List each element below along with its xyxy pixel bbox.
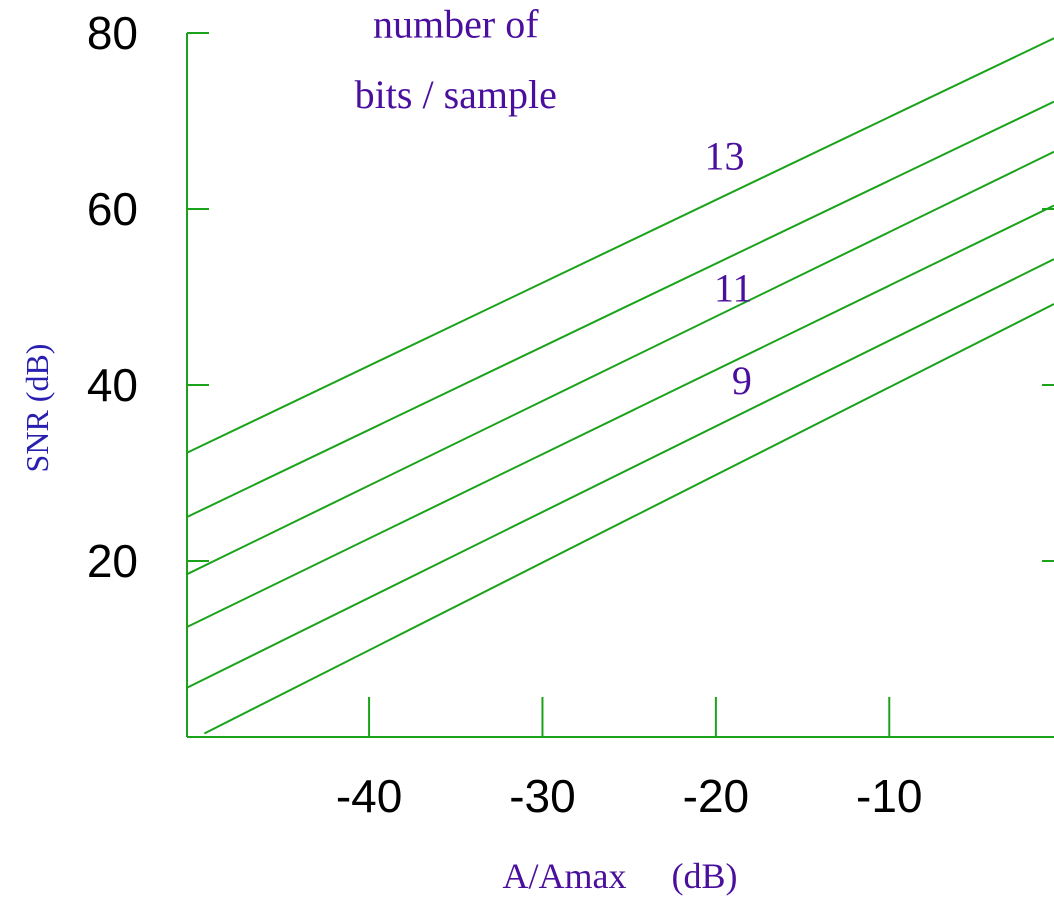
x-axis-title: A/Amax (dB) [503,856,738,896]
y-tick-labels: 20 40 60 80 [87,7,138,587]
series-line-5 [186,258,1054,689]
y-tick-label: 20 [87,535,138,587]
x-tick-label: -20 [683,770,749,822]
series-lines [186,37,1054,735]
series-line-1 [186,37,1054,454]
x-tick-label: -40 [336,770,402,822]
x-tick-label: -30 [509,770,575,822]
annotations: number of bits / sample 13 11 9 [355,1,753,402]
series-line-2 [186,100,1054,518]
annotation: 13 [705,133,745,178]
annotation: 9 [732,358,752,403]
y-tick-label: 80 [87,7,138,59]
annotation: 11 [714,265,753,310]
y-axis-title: SNR (dB) [19,344,55,473]
annotation: bits / sample [355,72,557,117]
series-line-6 [203,303,1054,735]
y-tick-label: 60 [87,183,138,235]
x-tick-labels: -40 -30 -20 -10 [336,770,923,822]
y-tick-label: 40 [87,359,138,411]
x-tick-label: -10 [856,770,922,822]
series-line-4 [186,204,1054,628]
annotation: number of [373,1,539,46]
series-line-3 [186,150,1054,576]
x-tick-marks [368,697,891,737]
y-tick-marks [187,32,209,562]
